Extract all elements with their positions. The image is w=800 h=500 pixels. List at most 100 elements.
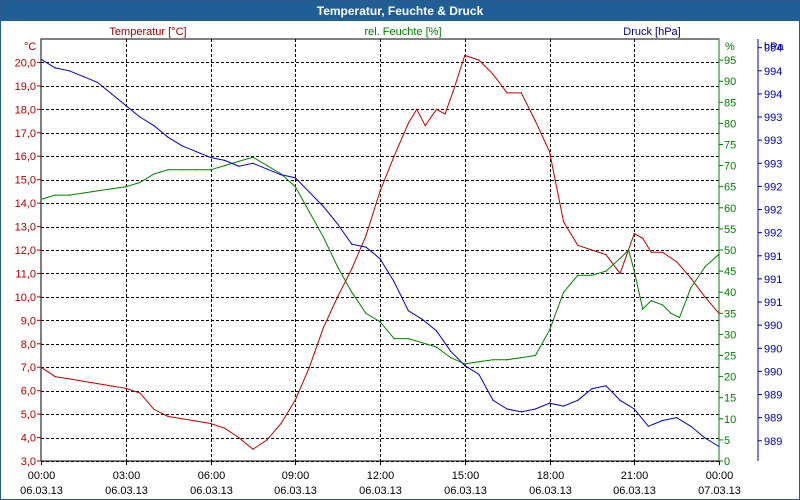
data-point: [670, 312, 672, 314]
data-point: [704, 266, 706, 268]
y-tick-label-pressure: 993: [764, 158, 782, 170]
y-tick-label-temperature: 9,0: [21, 315, 36, 327]
data-point: [238, 437, 240, 439]
data-point: [68, 194, 70, 196]
data-point: [308, 191, 310, 193]
data-point: [153, 125, 155, 127]
data-point: [209, 169, 212, 171]
y-tick-label-pressure: 994: [764, 66, 782, 78]
data-point: [563, 291, 565, 293]
data-point: [266, 165, 268, 167]
data-point: [591, 388, 593, 390]
data-point: [209, 156, 212, 159]
data-point: [139, 392, 141, 394]
data-point: [181, 169, 183, 171]
y-tick-label-temperature: 19,0: [15, 81, 36, 93]
data-point: [690, 425, 692, 427]
y-tick-label-humidity: 30: [724, 329, 736, 341]
data-point: [294, 177, 296, 179]
data-point: [661, 419, 664, 422]
data-point: [337, 296, 339, 298]
x-tick-date: 06.03.13: [190, 485, 233, 497]
data-point: [591, 249, 593, 251]
y-tick-label-temperature: 4,0: [21, 433, 36, 445]
y-tick-label-pressure: 990: [764, 320, 782, 332]
data-point: [548, 402, 551, 404]
data-point: [534, 354, 537, 357]
data-point: [351, 243, 353, 245]
data-point: [642, 308, 644, 310]
data-point: [416, 108, 418, 110]
data-point: [82, 76, 84, 78]
data-point: [322, 206, 325, 208]
data-point: [337, 223, 339, 225]
data-point: [54, 67, 56, 69]
data-point: [676, 417, 678, 419]
y-tick-label-temperature: 13,0: [15, 222, 36, 234]
data-point: [82, 380, 84, 382]
y-tick-label-humidity: 25: [724, 351, 736, 363]
data-point: [650, 300, 652, 302]
y-tick-label-humidity: 65: [724, 182, 736, 194]
x-tick-time: 06:00: [198, 470, 226, 482]
legend-label: Druck [hPa]: [623, 26, 680, 38]
data-point: [393, 338, 395, 340]
data-point: [181, 145, 183, 147]
data-point: [534, 120, 537, 122]
x-tick-date: 06.03.13: [274, 485, 317, 497]
data-point: [125, 186, 127, 188]
data-point: [520, 92, 522, 94]
data-point: [605, 254, 607, 256]
data-point: [153, 173, 155, 175]
y-tick-label-pressure: 992: [764, 228, 782, 240]
data-point: [642, 237, 644, 239]
y-tick-label-humidity: 80: [724, 118, 736, 130]
y-axis-unit-temperature: °C: [24, 41, 36, 53]
data-point: [153, 408, 155, 410]
data-point: [294, 186, 296, 188]
data-point: [224, 159, 226, 161]
data-point: [139, 181, 141, 184]
data-point: [379, 258, 381, 260]
data-point: [393, 281, 395, 283]
y-tick-label-humidity: 95: [724, 55, 736, 67]
data-point: [718, 253, 720, 255]
y-tick-label-humidity: 35: [724, 308, 736, 320]
data-point: [718, 312, 720, 314]
data-point: [506, 92, 508, 94]
y-tick-label-humidity: 90: [724, 76, 736, 88]
data-point: [280, 174, 282, 176]
x-tick-date: 06.03.13: [20, 485, 63, 497]
x-tick-time: 21:00: [621, 470, 649, 482]
data-point: [619, 272, 621, 274]
series-line-temperature: [40, 54, 720, 450]
y-tick-label-temperature: 11,0: [15, 268, 36, 280]
data-point: [308, 211, 310, 213]
data-point: [520, 357, 522, 359]
data-point: [337, 266, 339, 268]
x-tick-date: 06.03.13: [613, 485, 656, 497]
data-point: [492, 399, 494, 401]
y-tick-label-temperature: 18,0: [15, 104, 36, 116]
data-point: [407, 338, 409, 340]
data-point: [577, 274, 579, 276]
data-point: [111, 188, 113, 190]
data-point: [351, 268, 353, 270]
data-point: [209, 422, 212, 425]
data-point: [421, 318, 423, 320]
x-tick-time: 15:00: [452, 470, 480, 482]
x-tick-date: 06.03.13: [359, 485, 402, 497]
data-point: [54, 194, 56, 196]
data-point: [351, 291, 353, 293]
data-point: [633, 270, 635, 272]
data-point: [520, 411, 522, 413]
data-point: [96, 190, 99, 192]
data-point: [605, 270, 607, 272]
data-point: [661, 251, 664, 253]
data-point: [195, 169, 197, 171]
data-point: [322, 236, 325, 238]
data-point: [690, 287, 692, 289]
data-point: [379, 321, 381, 323]
data-point: [68, 378, 70, 380]
y-tick-label-pressure: 989: [764, 390, 782, 402]
